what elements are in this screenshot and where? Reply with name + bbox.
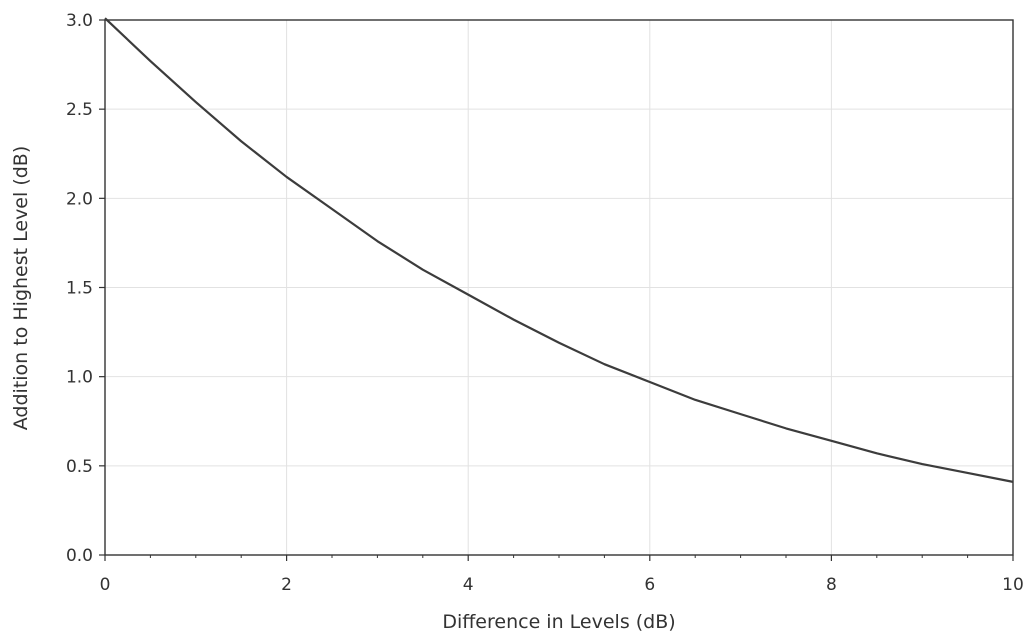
x-axis-title: Difference in Levels (dB) [442,611,675,633]
y-tick-label: 3.0 [66,11,93,31]
x-axis-ticks: 0 2 4 6 8 10 [100,555,1024,595]
y-tick-label: 2.5 [66,100,93,120]
y-tick-label: 0.0 [66,546,93,566]
y-tick-label: 2.0 [66,189,93,209]
series-line [104,17,1014,483]
y-tick-label: 1.5 [66,279,93,299]
y-tick-label: 0.5 [66,457,93,477]
y-tick-label: 1.0 [66,368,93,388]
x-tick-label: 6 [644,575,655,595]
x-tick-label: 10 [1002,575,1024,595]
y-axis-title: Addition to Highest Level (dB) [10,146,32,430]
x-tick-label: 2 [281,575,292,595]
grid-lines [104,19,1014,556]
y-axis-ticks: 0.0 0.5 1.0 1.5 2.0 2.5 3.0 [66,11,105,566]
x-tick-label: 0 [100,575,111,595]
x-tick-label: 8 [826,575,837,595]
plot-series [104,17,1014,483]
x-tick-label: 4 [463,575,474,595]
